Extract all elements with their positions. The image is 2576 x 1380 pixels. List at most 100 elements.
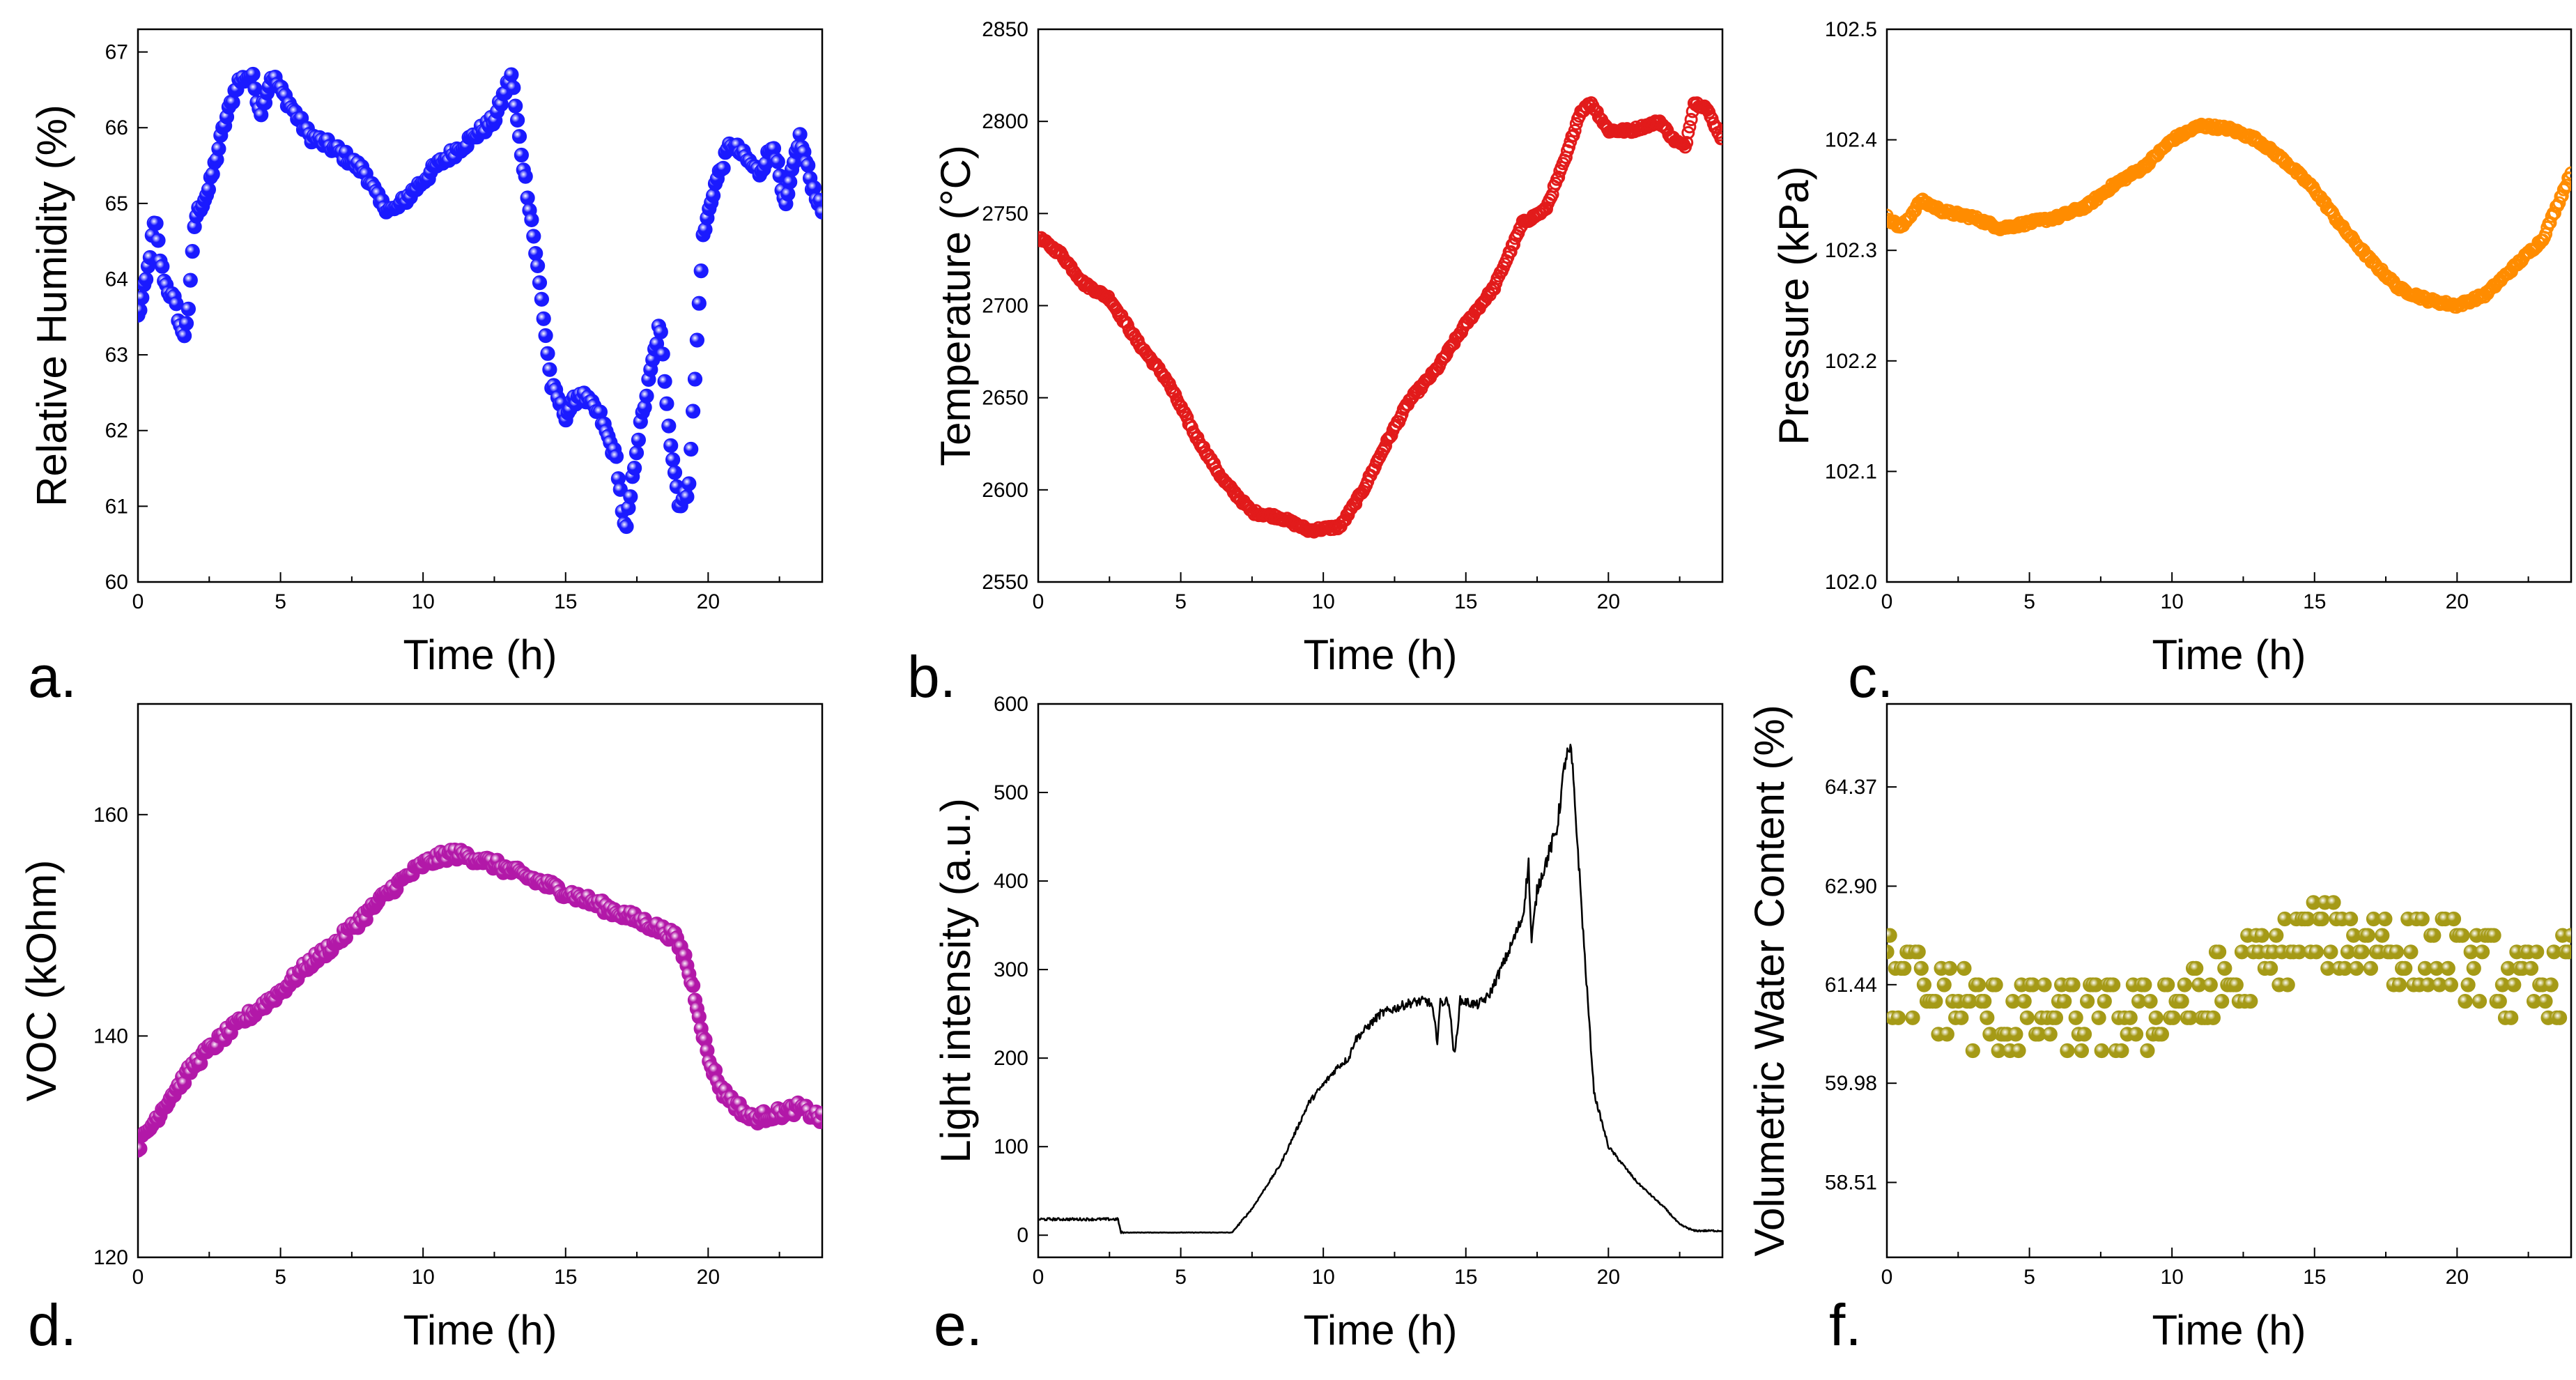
data-point: [504, 67, 519, 82]
data-point: [2440, 960, 2455, 976]
y-tick-label: 61: [105, 495, 128, 518]
data-point: [691, 296, 707, 311]
panel-letter: e.: [934, 1292, 982, 1358]
y-tick-label: 300: [994, 958, 1028, 981]
data-point: [185, 244, 200, 259]
y-tick-label: 63: [105, 344, 128, 367]
data-point: [155, 259, 170, 274]
y-tick-label: 62: [105, 420, 128, 443]
data-point: [178, 316, 194, 331]
data-point: [2552, 1010, 2568, 1025]
data-point: [2011, 1043, 2026, 1059]
data-point: [689, 332, 705, 348]
data-point: [661, 418, 677, 434]
data-point: [608, 449, 624, 464]
x-tick-label: 20: [1597, 1266, 1620, 1289]
x-tick-label: 0: [1881, 1266, 1893, 1289]
x-tick-label: 20: [1597, 590, 1620, 613]
y-tick-label: 2550: [982, 571, 1028, 594]
data-point: [2486, 928, 2501, 943]
data-point: [2019, 1010, 2035, 1025]
data-point: [1936, 977, 1952, 992]
y-tick-label: 102.0: [1825, 571, 1877, 594]
y-tick-label: 66: [105, 116, 128, 139]
x-axis-title: Time (h): [2152, 1307, 2306, 1354]
data-point: [2523, 960, 2539, 976]
y-tick-label: 100: [994, 1135, 1028, 1158]
data-point: [2538, 993, 2553, 1009]
plot-frame: [137, 28, 824, 583]
data-point: [2068, 1010, 2083, 1025]
plot-frame: [1037, 703, 1724, 1259]
data-point: [1887, 944, 1895, 960]
data-point: [151, 233, 166, 248]
data-point: [1713, 128, 1722, 142]
x-tick-label: 15: [1454, 590, 1477, 613]
data-point: [1887, 928, 1897, 943]
data-point: [716, 160, 731, 176]
data-point: [685, 978, 701, 993]
data-point: [2398, 960, 2413, 976]
data-point: [681, 476, 697, 491]
data-point: [540, 346, 555, 361]
x-tick-label: 5: [1175, 590, 1187, 613]
data-point: [1897, 960, 1912, 976]
data-point: [684, 441, 699, 457]
data-point: [177, 328, 192, 344]
data-point: [2543, 977, 2559, 992]
data-point: [619, 519, 634, 535]
data-point: [524, 212, 539, 227]
data-point: [2552, 196, 2566, 210]
data-point: [2375, 928, 2390, 943]
data-point: [2466, 960, 2481, 976]
y-tick-label: 2750: [982, 202, 1028, 225]
data-point: [245, 66, 261, 82]
data-point: [2203, 977, 2218, 992]
y-axis-title: Light intensity (a.u.): [932, 798, 979, 1163]
data-point: [138, 302, 148, 318]
x-axis-title: Time (h): [1303, 1307, 1457, 1354]
plot-frame: [137, 703, 824, 1259]
data-series: [1887, 117, 2571, 314]
data-point: [526, 229, 541, 244]
x-tick-label: 5: [275, 1266, 286, 1289]
data-point: [2065, 977, 2081, 992]
y-tick-label: 160: [93, 804, 128, 827]
y-tick-label: 102.1: [1825, 460, 1877, 483]
x-axis-title: Time (h): [1303, 631, 1457, 678]
data-point: [2080, 993, 2095, 1009]
data-point: [1540, 202, 1553, 216]
data-point: [1988, 977, 2003, 992]
data-point: [657, 374, 672, 389]
x-axis-title: Time (h): [403, 1307, 557, 1354]
data-point: [815, 1106, 822, 1121]
y-tick-label: 2700: [982, 295, 1028, 318]
data-point: [2504, 1010, 2519, 1025]
y-tick-label: 59.98: [1825, 1072, 1877, 1095]
data-point: [687, 371, 703, 387]
data-point: [2446, 911, 2462, 927]
data-point: [2148, 1010, 2164, 1025]
data-point: [2243, 993, 2258, 1009]
data-point: [514, 147, 530, 163]
x-tick-label: 5: [275, 590, 286, 613]
data-point: [655, 346, 670, 362]
data-point: [2458, 993, 2473, 1009]
y-tick-label: 102.3: [1825, 239, 1877, 262]
data-point: [2074, 1043, 2089, 1059]
data-point: [1711, 125, 1722, 139]
y-axis-title: Relative Humidity (%): [29, 105, 75, 507]
data-point: [2205, 1010, 2221, 1025]
data-point: [520, 190, 535, 206]
x-tick-label: 20: [2446, 590, 2469, 613]
y-tick-label: 102.4: [1825, 129, 1877, 152]
data-point: [183, 273, 198, 288]
data-point: [667, 465, 683, 480]
data-point: [685, 404, 701, 419]
data-point: [2094, 1043, 2109, 1059]
data-point: [2308, 944, 2324, 960]
data-point: [2244, 131, 2258, 144]
data-point: [1568, 123, 1582, 137]
data-point: [534, 291, 550, 307]
